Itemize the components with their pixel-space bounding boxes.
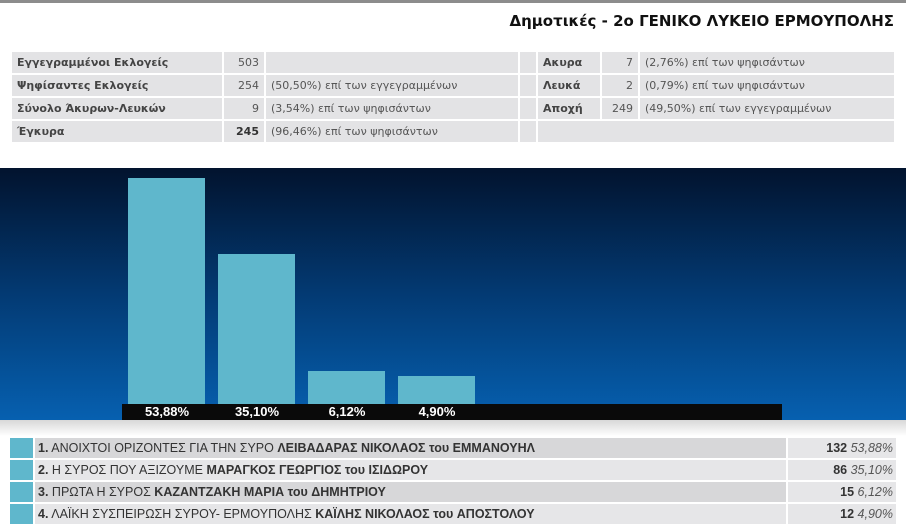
color-swatch xyxy=(10,438,35,460)
stats-row: Ψηφίσαντες Εκλογείς 254 (50,50%) επί των ε… xyxy=(12,75,894,98)
stat-label: Ακυρα xyxy=(538,52,602,75)
color-swatch xyxy=(10,504,35,526)
bar-label-3: 6,12% xyxy=(328,404,366,419)
stat-label: Σύνολο Άκυρων-Λευκών xyxy=(12,98,224,121)
stat-label: Ψηφίσαντες Εκλογείς xyxy=(12,75,224,98)
bar-label-4: 4,90% xyxy=(418,404,456,419)
vote-percent: 4,90% xyxy=(857,507,893,521)
stat-label: Έγκυρα xyxy=(12,121,224,144)
stats-table: Εγγεγραμμένοι Εκλογείς 503 Ακυρα 7 (2,76%) ε… xyxy=(12,52,894,144)
stat-spacer xyxy=(520,75,538,98)
tou: του xyxy=(429,441,450,455)
stat-note: (49,50%) επί των εγγεγραμμένων xyxy=(640,98,894,121)
stat-value: 254 xyxy=(224,75,266,98)
stat-label: Λευκά xyxy=(538,75,602,98)
party-name: ΑΝΟΙΧΤΟΙ ΟΡΙΖΟΝΤΕΣ ΓΙΑ ΤΗΝ ΣΥΡΟ xyxy=(51,441,274,455)
votes-cell: 132 53,88% xyxy=(788,438,896,460)
tou: του xyxy=(344,463,366,477)
results-chart: 53,88% 35,10% 6,12% 4,90% xyxy=(0,168,906,420)
vote-percent: 53,88% xyxy=(850,441,893,455)
stat-value: 2 xyxy=(602,75,640,98)
rank: 4. xyxy=(38,507,49,521)
father-name: ΔΗΜΗΤΡΙΟΥ xyxy=(311,485,386,499)
result-row[interactable]: 4. ΛΑΪΚΗ ΣΥΣΠΕΙΡΩΣΗ ΣΥΡΟΥ- ΕΡΜΟΥΠΟΛΗΣ ΚΑ… xyxy=(10,504,896,526)
vote-percent: 6,12% xyxy=(857,485,893,499)
votes-cell: 15 6,12% xyxy=(788,482,896,504)
tou: του xyxy=(287,485,308,499)
results-table: 1. ΑΝΟΙΧΤΟΙ ΟΡΙΖΟΝΤΕΣ ΓΙΑ ΤΗΝ ΣΥΡΟ ΛΕΙΒΑ… xyxy=(10,438,896,526)
party-name: ΛΑΪΚΗ ΣΥΣΠΕΙΡΩΣΗ ΣΥΡΟΥ- ΕΡΜΟΥΠΟΛΗΣ xyxy=(51,507,312,521)
rank: 1. xyxy=(38,441,49,455)
bar-4 xyxy=(398,376,475,404)
candidate: ΚΑΪΛΗΣ ΝΙΚΟΛΑΟΣ xyxy=(315,507,430,521)
stat-label: Αποχή xyxy=(538,98,602,121)
stat-spacer xyxy=(520,121,538,144)
candidate: ΚΑΖΑΝΤΖΑΚΗ ΜΑΡΙΑ xyxy=(154,485,285,499)
stat-value: 9 xyxy=(224,98,266,121)
vote-percent: 35,10% xyxy=(850,463,893,477)
color-swatch xyxy=(10,460,35,482)
stat-spacer xyxy=(520,98,538,121)
stat-empty xyxy=(538,121,894,144)
vote-count: 15 xyxy=(840,485,855,499)
stat-spacer xyxy=(520,52,538,75)
color-swatch xyxy=(10,482,35,504)
vote-count: 12 xyxy=(840,507,855,521)
stat-value: 503 xyxy=(224,52,266,75)
candidate-name: 1. ΑΝΟΙΧΤΟΙ ΟΡΙΖΟΝΤΕΣ ΓΙΑ ΤΗΝ ΣΥΡΟ ΛΕΙΒΑ… xyxy=(35,438,788,460)
stats-row: Σύνολο Άκυρων-Λευκών 9 (3,54%) επί των ψηφ… xyxy=(12,98,894,121)
result-row[interactable]: 2. Η ΣΥΡΟΣ ΠΟΥ ΑΞΙΖΟΥΜΕ ΜΑΡΑΓΚΟΣ ΓΕΩΡΓΙΟ… xyxy=(10,460,896,482)
party-name: Η ΣΥΡΟΣ ΠΟΥ ΑΞΙΖΟΥΜΕ xyxy=(51,463,203,477)
stat-value: 249 xyxy=(602,98,640,121)
bar-2 xyxy=(218,253,295,404)
stat-note: (50,50%) επί των εγγεγραμμένων xyxy=(266,75,520,98)
result-row[interactable]: 1. ΑΝΟΙΧΤΟΙ ΟΡΙΖΟΝΤΕΣ ΓΙΑ ΤΗΝ ΣΥΡΟ ΛΕΙΒΑ… xyxy=(10,438,896,460)
candidate: ΜΑΡΑΓΚΟΣ ΓΕΩΡΓΙΟΣ xyxy=(206,463,342,477)
stat-label: Εγγεγραμμένοι Εκλογείς xyxy=(12,52,224,75)
bar-3 xyxy=(308,371,385,404)
stat-note: (0,79%) επί των ψηφισάντων xyxy=(640,75,894,98)
stat-note: (96,46%) επί των ψηφισάντων xyxy=(266,121,520,144)
stat-note: (3,54%) επί των ψηφισάντων xyxy=(266,98,520,121)
bar-label-2: 35,10% xyxy=(234,404,280,419)
candidate: ΛΕΙΒΑΔΑΡΑΣ ΝΙΚΟΛΑΟΣ xyxy=(277,441,426,455)
tou: του xyxy=(433,507,454,521)
rank: 3. xyxy=(38,485,49,499)
top-border xyxy=(0,0,906,3)
father-name: ΕΜΜΑΝΟΥΗΛ xyxy=(452,441,535,455)
candidate-name: 3. ΠΡΩΤΑ Η ΣΥΡΟΣ ΚΑΖΑΝΤΖΑΚΗ ΜΑΡΙΑ του ΔΗ… xyxy=(35,482,788,504)
stat-note xyxy=(266,52,520,75)
vote-count: 86 xyxy=(833,463,848,477)
father-name: ΑΠΟΣΤΟΛΟΥ xyxy=(456,507,535,521)
vote-count: 132 xyxy=(826,441,848,455)
candidate-name: 2. Η ΣΥΡΟΣ ΠΟΥ ΑΞΙΖΟΥΜΕ ΜΑΡΑΓΚΟΣ ΓΕΩΡΓΙΟ… xyxy=(35,460,788,482)
page-title: Δημοτικές - 2ο ΓΕΝΙΚΟ ΛΥΚΕΙΟ ΕΡΜΟΥΠΟΛΗΣ xyxy=(509,12,894,30)
candidate-name: 4. ΛΑΪΚΗ ΣΥΣΠΕΙΡΩΣΗ ΣΥΡΟΥ- ΕΡΜΟΥΠΟΛΗΣ ΚΑ… xyxy=(35,504,788,526)
chart-shadow xyxy=(0,420,906,436)
party-name: ΠΡΩΤΑ Η ΣΥΡΟΣ xyxy=(51,485,151,499)
stats-row: Έγκυρα 245 (96,46%) επί των ψηφισάντων xyxy=(12,121,894,144)
stats-row: Εγγεγραμμένοι Εκλογείς 503 Ακυρα 7 (2,76%) ε… xyxy=(12,52,894,75)
father-name: ΙΣΙΔΩΡΟΥ xyxy=(368,463,429,477)
result-row[interactable]: 3. ΠΡΩΤΑ Η ΣΥΡΟΣ ΚΑΖΑΝΤΖΑΚΗ ΜΑΡΙΑ του ΔΗ… xyxy=(10,482,896,504)
bar-label-1: 53,88% xyxy=(144,404,190,419)
rank: 2. xyxy=(38,463,49,477)
stat-note: (2,76%) επί των ψηφισάντων xyxy=(640,52,894,75)
bar-1 xyxy=(128,177,205,404)
stat-value: 245 xyxy=(224,121,266,144)
votes-cell: 86 35,10% xyxy=(788,460,896,482)
stat-value: 7 xyxy=(602,52,640,75)
label-strip xyxy=(122,404,782,420)
votes-cell: 12 4,90% xyxy=(788,504,896,526)
